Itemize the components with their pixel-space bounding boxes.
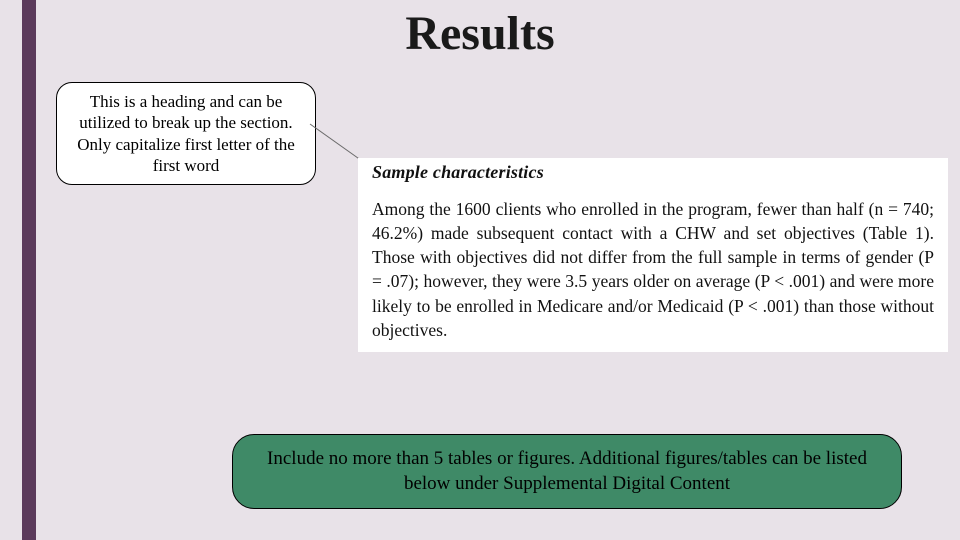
accent-stripe (22, 0, 36, 540)
sample-text-block: Sample characteristics Among the 1600 cl… (358, 158, 948, 352)
sample-heading: Sample characteristics (372, 162, 934, 183)
slide: Results This is a heading and can be uti… (0, 0, 960, 540)
page-title: Results (0, 6, 960, 61)
callout-tables-note: Include no more than 5 tables or figures… (232, 434, 902, 509)
callout-heading-note: This is a heading and can be utilized to… (56, 82, 316, 185)
sample-body: Among the 1600 clients who enrolled in t… (372, 197, 934, 342)
